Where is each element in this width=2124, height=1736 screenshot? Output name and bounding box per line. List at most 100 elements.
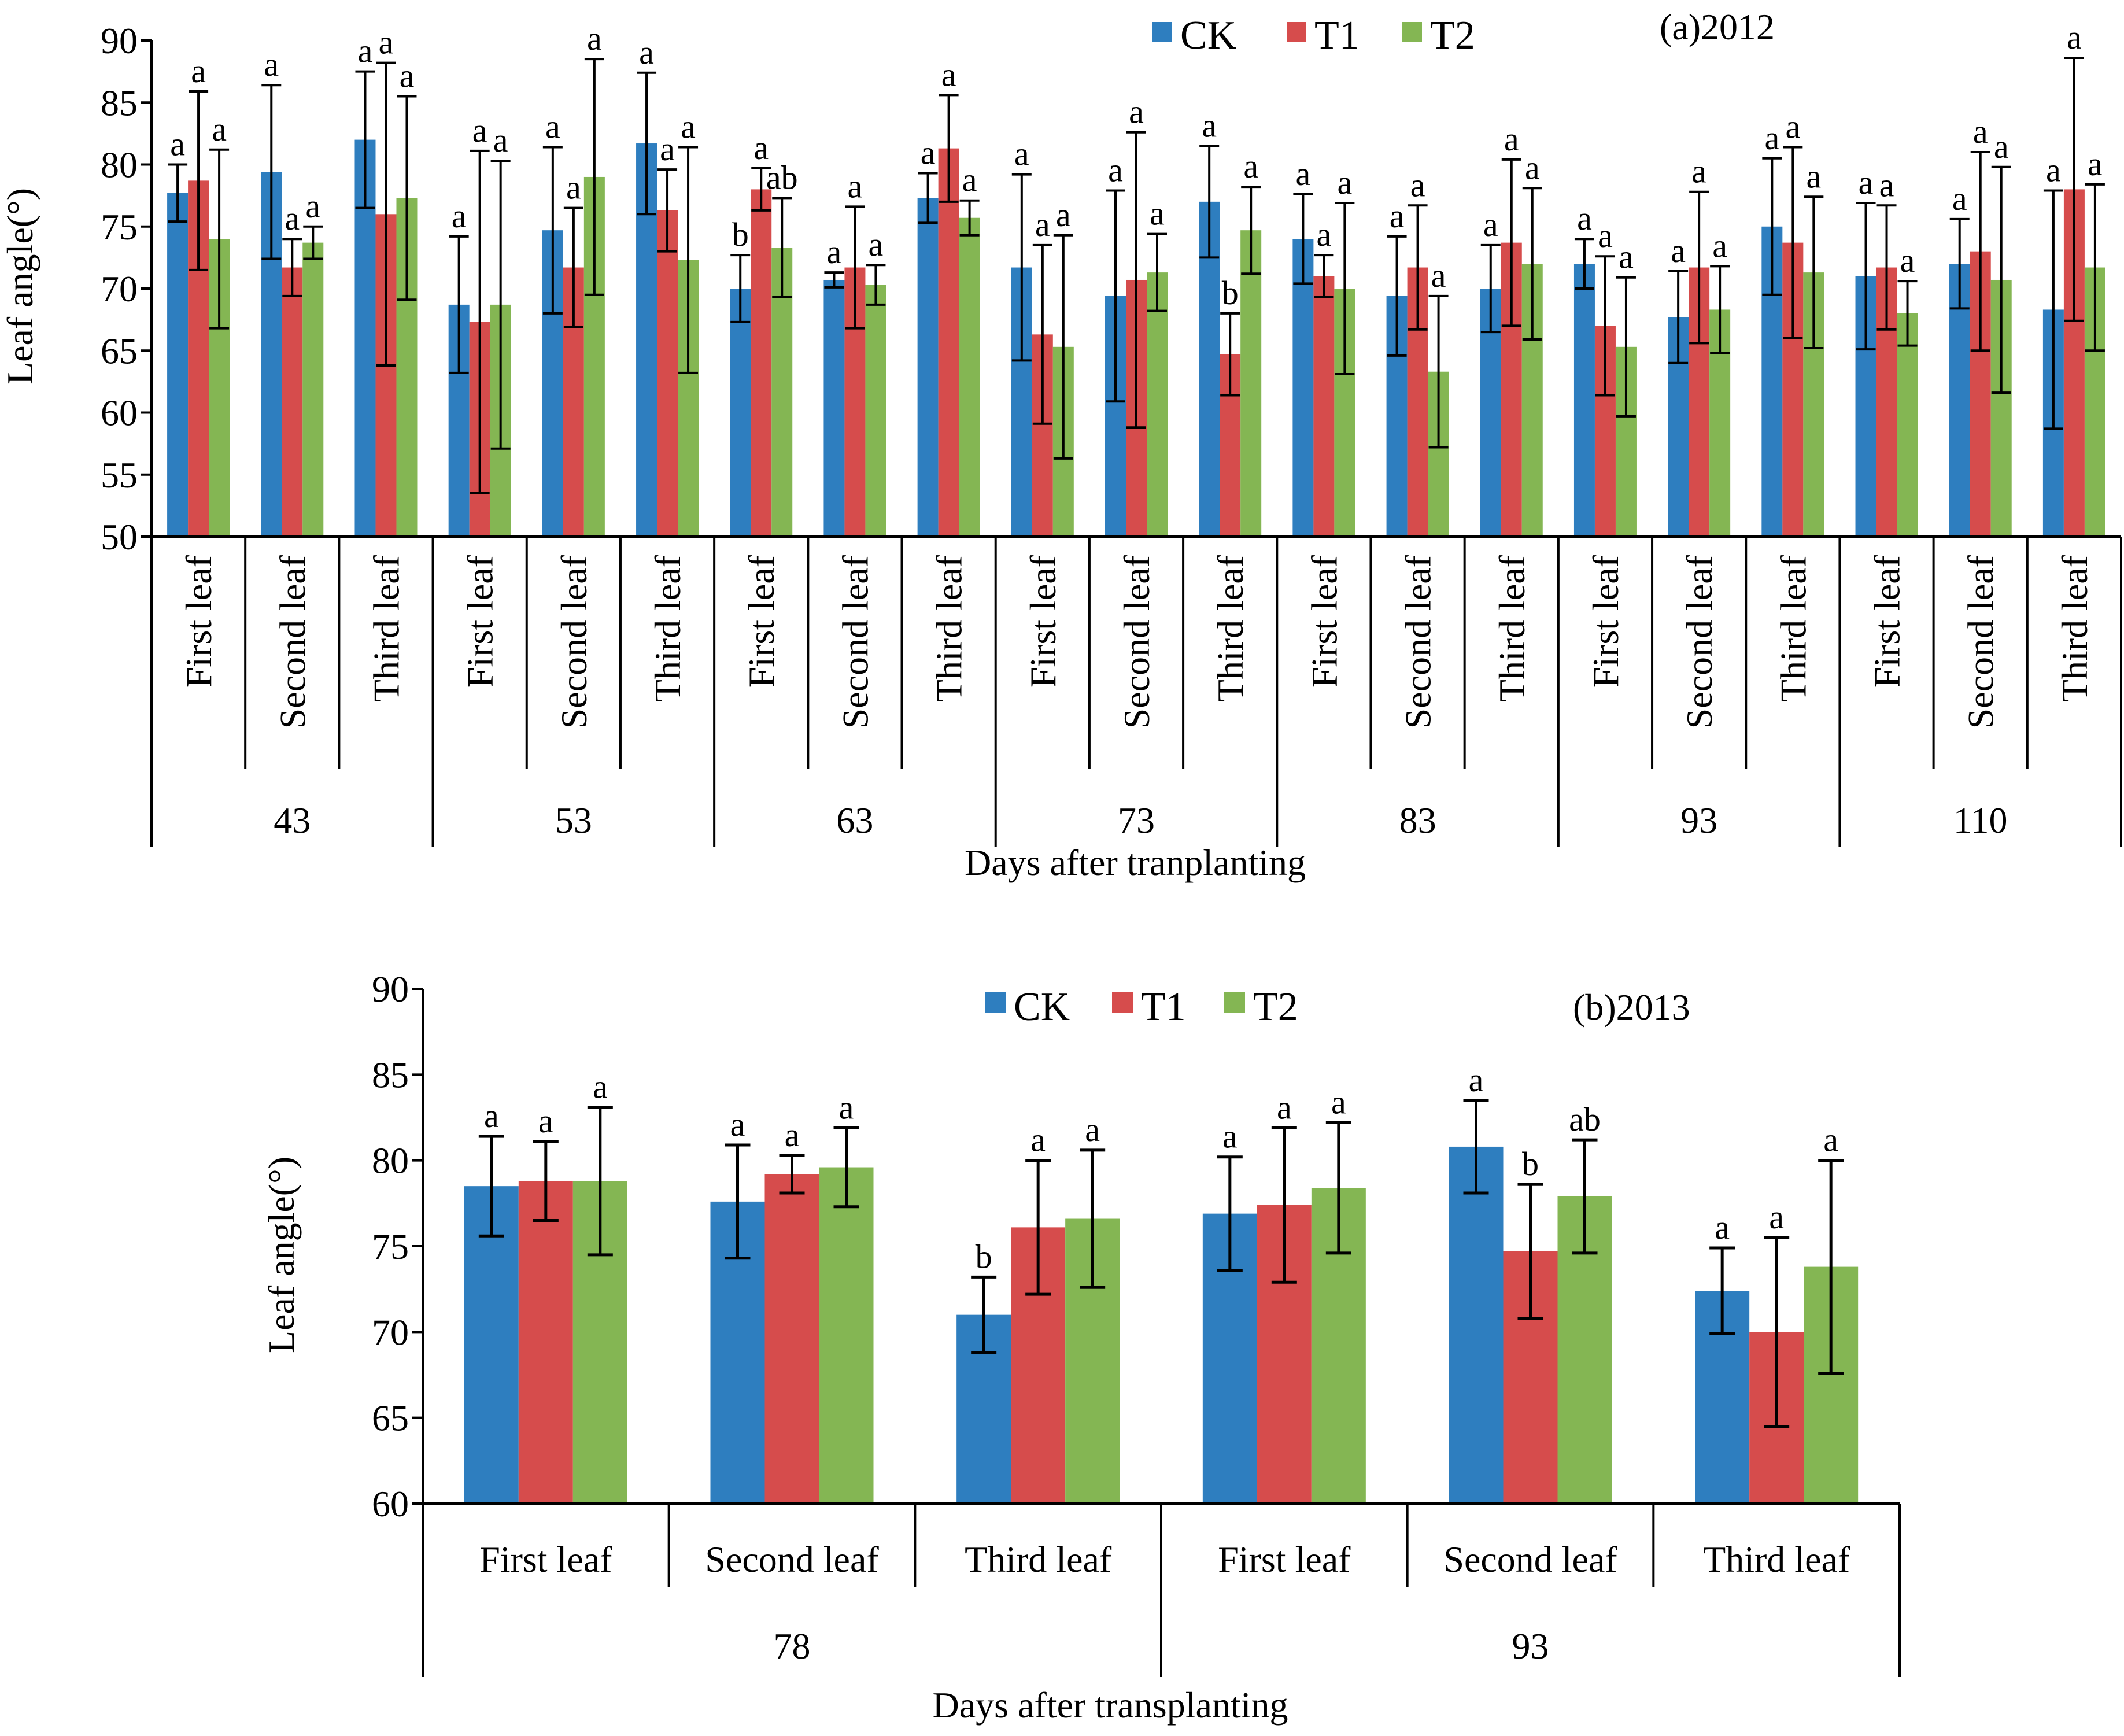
panelB-significance-letter: a [593,1068,608,1106]
panelA-significance-letter: a [358,32,373,70]
panelA-y-tick-label: 80 [101,145,138,186]
panelA-category-label: Second leaf [272,555,313,729]
panelB-significance-letter: a [730,1106,745,1143]
panel-b-legend-swatch-t1 [1112,992,1133,1013]
panelA-bar-t1 [938,148,959,537]
panelA-significance-letter: a [1243,147,1258,185]
panelA-group-label: 83 [1399,800,1436,841]
panel-a-y-ticks: 50 55 60 65 70 75 80 85 90 [101,20,152,557]
panel-b-category-labels: First leaf Second leaf Third leaf First lea… [479,1539,1850,1580]
panelA-significance-letter: a [212,110,227,148]
panelB-category-label: Third leaf [1703,1539,1850,1580]
panelA-significance-letter: a [1859,164,1874,201]
panelA-bar-t1 [657,210,678,537]
panelB-significance-letter: a [1331,1083,1346,1121]
panelA-significance-letter: a [869,226,884,263]
panelA-y-tick-label: 55 [101,455,138,496]
panelA-significance-letter: a [2046,152,2061,189]
panelB-significance-letter: a [1085,1111,1100,1148]
panel-b-group-labels: 78 93 [774,1626,1549,1667]
panelB-significance-letter: a [1222,1118,1238,1155]
panelA-group-label: 43 [274,800,311,841]
panelA-significance-letter: a [305,187,320,225]
panelB-significance-letter: ab [1569,1100,1601,1138]
panel-a-category-labels: First leaf Second leaf Third leaf First lea… [178,555,2095,729]
panelA-significance-letter: a [2088,145,2103,183]
panelA-significance-letter: a [1577,200,1592,237]
panelA-y-tick-label: 60 [101,393,138,434]
panel-a-y-axis-title: Leaf angle(°) [0,188,40,385]
panelA-significance-letter: a [639,34,654,71]
panelA-significance-letter: a [1879,166,1894,204]
panelA-significance-letter: a [493,121,508,159]
panelA-significance-letter: ab [766,158,798,196]
panel-a-legend-swatch-t2 [1402,22,1422,42]
panelA-significance-letter: a [660,130,675,168]
panelA-category-label: First leaf [1022,555,1063,688]
panelB-significance-letter: b [1522,1145,1539,1183]
panelA-bar-ck [823,279,845,537]
panelA-bar-ck [167,193,189,537]
panel-b-y-ticks: 60 65 70 75 80 85 90 [372,969,423,1524]
panelA-significance-letter: a [1671,232,1686,269]
panelA-significance-letter: a [1619,238,1634,276]
panelA-category-label: First leaf [741,555,782,688]
panel-a-legend-label-ck: CK [1180,13,1236,58]
panelA-y-tick-label: 65 [101,330,138,371]
panelA-category-label: Second leaf [1398,555,1439,729]
panelB-bar-t1 [518,1181,573,1504]
panelA-bar-t2 [865,285,886,537]
panelB-group-label: 93 [1512,1626,1549,1667]
panelA-category-label: Third leaf [1491,555,1532,702]
panelA-significance-letter: a [1785,108,1800,145]
panelA-significance-letter: a [753,129,769,167]
panel-b-legend-label-t2: T2 [1253,985,1298,1029]
panelB-category-label: Second leaf [1443,1539,1617,1580]
panelA-significance-letter: a [1598,217,1613,254]
panelA-significance-letter: a [1150,195,1165,232]
panelA-bar-t2 [1897,313,1918,537]
panel-a-label: (a)2012 [1660,6,1775,47]
panelA-bar-ck [1573,264,1595,537]
panel-a-legend: CK T1 T2 [1152,13,1475,58]
panelA-category-label: Second leaf [1679,555,1720,729]
panelB-significance-letter: a [538,1102,553,1140]
panelA-category-label: Third leaf [1772,555,1813,702]
panelB-category-label: First leaf [479,1539,612,1580]
panelA-significance-letter: a [1806,157,1821,195]
panel-a-bars [167,139,2105,537]
panelA-significance-letter: a [400,57,415,95]
panelA-significance-letter: a [452,197,467,235]
panelA-category-label: First leaf [460,555,501,688]
panelA-category-label: Third leaf [2054,555,2095,702]
panelA-y-tick-label: 75 [101,206,138,248]
panelA-significance-letter: a [1712,227,1727,264]
panelA-category-label: Third leaf [1210,555,1251,702]
panelA-significance-letter: b [1222,274,1239,312]
panelA-category-label: Second leaf [1960,555,2001,729]
panelA-group-label: 63 [836,800,873,841]
panelA-significance-letter: b [732,216,749,253]
panelB-group-label: 78 [774,1626,811,1667]
panelB-significance-letter: a [1769,1198,1784,1236]
panel-a-legend-label-t2: T2 [1430,13,1475,58]
panelB-significance-letter: a [1715,1209,1730,1246]
panelB-category-label: First leaf [1218,1539,1351,1580]
panel-a-legend-label-t1: T1 [1314,13,1360,58]
panelA-significance-letter: a [1338,164,1353,201]
panel-b-legend-swatch-t2 [1224,992,1245,1013]
panelB-y-tick-label: 90 [372,969,409,1010]
panelA-significance-letter: a [1035,206,1050,243]
panelA-category-label: Second leaf [553,555,594,729]
panelA-category-label: Third leaf [647,555,688,702]
panelA-bar-ck [1292,239,1314,537]
panelA-significance-letter: a [1691,153,1706,190]
panel-b-legend-label-t1: T1 [1141,985,1186,1029]
panelA-significance-letter: a [566,169,581,206]
panelA-category-label: First leaf [1867,555,1908,688]
panelA-category-label: First leaf [1585,555,1626,688]
panelA-significance-letter: a [379,24,394,61]
panel-a-legend-swatch-t1 [1287,22,1306,42]
